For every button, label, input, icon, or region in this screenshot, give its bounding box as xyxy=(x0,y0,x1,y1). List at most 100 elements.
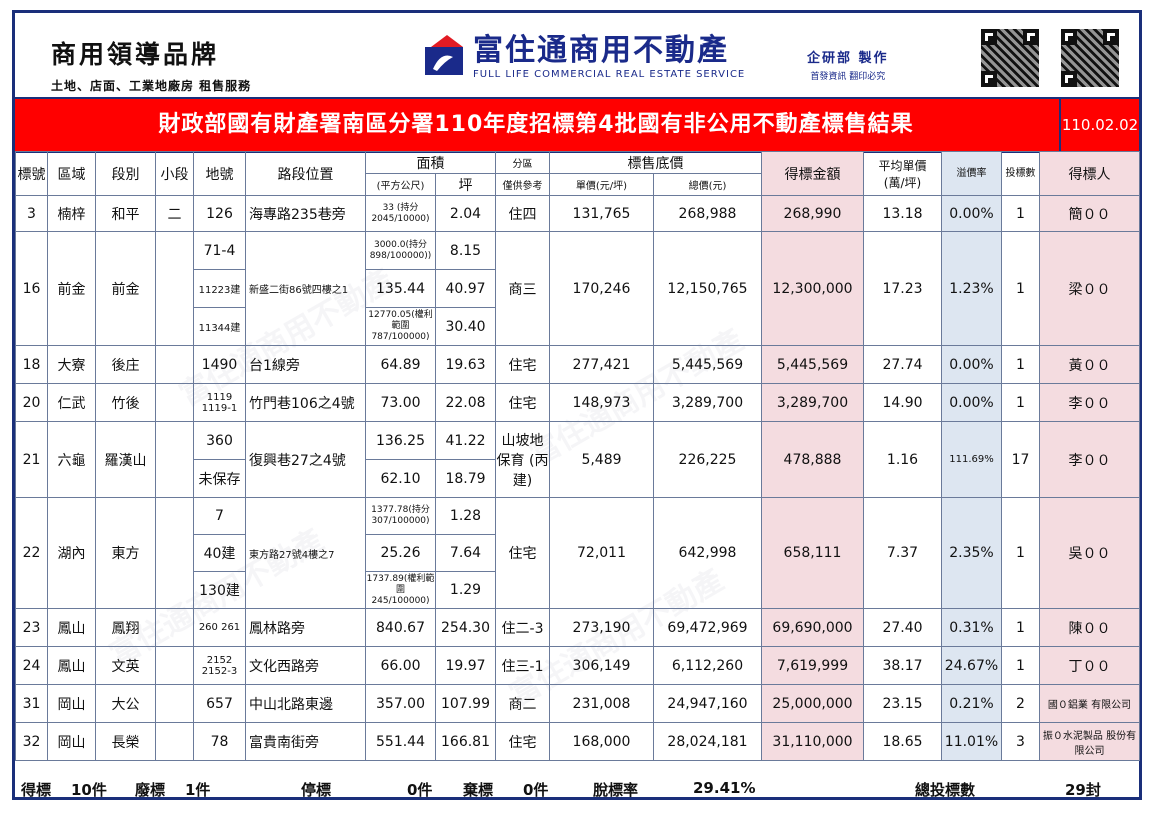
cell-size-ping: 41.22 xyxy=(435,421,496,460)
col-won: 得標金額 xyxy=(761,151,864,196)
col-size-ping: 坪 xyxy=(435,173,496,196)
cell-lot: 360 xyxy=(193,421,246,460)
cell-winner: 國０鋁業 有限公司 xyxy=(1039,684,1140,723)
cell-premium: 0.00% xyxy=(941,345,1002,384)
cell-avg: 1.16 xyxy=(863,421,942,498)
footer-stop-count: 0件 xyxy=(407,781,433,799)
footer-won-count: 10件 xyxy=(71,781,107,799)
cell-premium: 111.69% xyxy=(941,421,1002,498)
cell-zone: 住宅 xyxy=(495,345,550,384)
cell-unit-price: 170,246 xyxy=(549,231,654,346)
col-size-m2: (平方公尺) xyxy=(365,173,436,196)
cell-lot: 657 xyxy=(193,684,246,723)
cell-bids: 1 xyxy=(1001,497,1040,609)
cell-premium: 2.35% xyxy=(941,497,1002,609)
cell-section: 羅漢山 xyxy=(95,421,156,498)
dept-label: 企研部 製作 xyxy=(807,51,889,66)
cell-zone: 住宅 xyxy=(495,497,550,609)
cell-no: 23 xyxy=(15,608,48,647)
cell-total-price: 24,947,160 xyxy=(653,684,762,723)
cell-lot: 11223建 xyxy=(193,269,246,308)
results-table: 標號 區域 段別 小段 地號 路段位置 面積 分區 標售底價 得標金額 平均單價… xyxy=(15,151,1140,761)
cell-subsection xyxy=(155,383,194,422)
cell-won: 268,990 xyxy=(761,195,864,232)
col-area: 區域 xyxy=(47,151,96,196)
cell-section: 竹後 xyxy=(95,383,156,422)
cell-unit-price: 148,973 xyxy=(549,383,654,422)
cell-no: 32 xyxy=(15,722,48,761)
col-subsection: 小段 xyxy=(155,151,194,196)
cell-area: 岡山 xyxy=(47,684,96,723)
footer-fail-count: 1件 xyxy=(185,781,211,799)
cell-size-m2: 62.10 xyxy=(365,459,436,498)
col-section: 段別 xyxy=(95,151,156,196)
cell-size-m2: 357.00 xyxy=(365,684,436,723)
dept-credit: 企研部 製作 首發資訊 翻印必究 xyxy=(807,47,889,82)
cell-road: 中山北路東邊 xyxy=(245,684,366,723)
cell-road: 鳳林路旁 xyxy=(245,608,366,647)
cell-bids: 17 xyxy=(1001,421,1040,498)
cell-subsection xyxy=(155,684,194,723)
cell-total-price: 6,112,260 xyxy=(653,646,762,685)
cell-size-ping: 254.30 xyxy=(435,608,496,647)
cell-total-price: 642,998 xyxy=(653,497,762,609)
left-brand-title: 商用領導品牌 xyxy=(51,40,220,69)
cell-road: 台1線旁 xyxy=(245,345,366,384)
cell-winner: 李００ xyxy=(1039,421,1140,498)
cell-subsection xyxy=(155,646,194,685)
cell-total-price: 12,150,765 xyxy=(653,231,762,346)
cell-road: 竹門巷106之4號 xyxy=(245,383,366,422)
cell-area: 前金 xyxy=(47,231,96,346)
cell-road: 富貴南街旁 xyxy=(245,722,366,761)
table-row: 11223建 135.44 40.97 xyxy=(16,269,1140,308)
cell-zone: 住宅 xyxy=(495,722,550,761)
cell-size-ping: 1.28 xyxy=(435,497,496,535)
cell-avg: 14.90 xyxy=(863,383,942,422)
footer-fail-label: 廢標 xyxy=(135,781,166,799)
cell-lot: 1490 xyxy=(193,345,246,384)
cell-premium: 0.21% xyxy=(941,684,1002,723)
dept-sublabel: 首發資訊 翻印必究 xyxy=(810,72,886,82)
cell-area: 六龜 xyxy=(47,421,96,498)
table-row: 31 岡山 大公 657 中山北路東邊 357.00 107.99 商二 231,008 24,9… xyxy=(15,684,1140,723)
cell-winner: 簡００ xyxy=(1039,195,1140,232)
footer-abandon-count: 0件 xyxy=(523,781,549,799)
company-name-en: FULL LIFE COMMERCIAL REAL ESTATE SERVICE xyxy=(473,69,746,80)
cell-unit-price: 231,008 xyxy=(549,684,654,723)
col-bids: 投標數 xyxy=(1001,151,1040,196)
cell-unit-price: 273,190 xyxy=(549,608,654,647)
cell-size-m2: 136.25 xyxy=(365,421,436,460)
table-row: 3 楠梓 和平二 126 海專路235巷旁 33 (持分 2045/10000) 2.04 住… xyxy=(15,195,1140,232)
cell-section: 前金 xyxy=(95,231,156,346)
cell-premium: 24.67% xyxy=(941,646,1002,685)
footer-rate-label: 脫標率 xyxy=(593,781,639,799)
cell-size-ping: 19.63 xyxy=(435,345,496,384)
cell-bids: 1 xyxy=(1001,345,1040,384)
cell-size-m2: 73.00 xyxy=(365,383,436,422)
table-row: 22 湖內 東方 7 東方路27號4樓之7 1377.78(持分 307/100000) 1… xyxy=(15,497,1140,609)
col-zone-sub: 僅供參考 xyxy=(495,173,550,196)
cell-no: 20 xyxy=(15,383,48,422)
cell-avg: 23.15 xyxy=(863,684,942,723)
cell-winner: 吳００ xyxy=(1039,497,1140,609)
col-premium: 溢價率 xyxy=(941,151,1002,196)
cell-size-ping: 40.97 xyxy=(435,269,496,308)
cell-total-price: 28,024,181 xyxy=(653,722,762,761)
footer-stop-label: 停標 xyxy=(301,781,332,799)
cell-road: 海專路235巷旁 xyxy=(245,195,366,232)
cell-lot: 130建 xyxy=(193,571,246,609)
cell-bids: 1 xyxy=(1001,195,1040,232)
col-winner: 得標人 xyxy=(1039,151,1140,196)
cell-avg: 27.74 xyxy=(863,345,942,384)
cell-won: 3,289,700 xyxy=(761,383,864,422)
title-bar: 財政部國有財產署南區分署110年度招標第4批國有非公用不動產標售結果 110.0… xyxy=(15,97,1139,153)
cell-unit-price: 131,765 xyxy=(549,195,654,232)
cell-won: 658,111 xyxy=(761,497,864,609)
cell-lot: 126 xyxy=(193,195,246,232)
cell-won: 25,000,000 xyxy=(761,684,864,723)
table-row: 未保存 62.10 18.79 xyxy=(16,459,1140,498)
cell-unit-price: 306,149 xyxy=(549,646,654,685)
cell-section: 東方 xyxy=(95,497,156,609)
cell-zone: 住二-3 xyxy=(495,608,550,647)
cell-bids: 1 xyxy=(1001,646,1040,685)
